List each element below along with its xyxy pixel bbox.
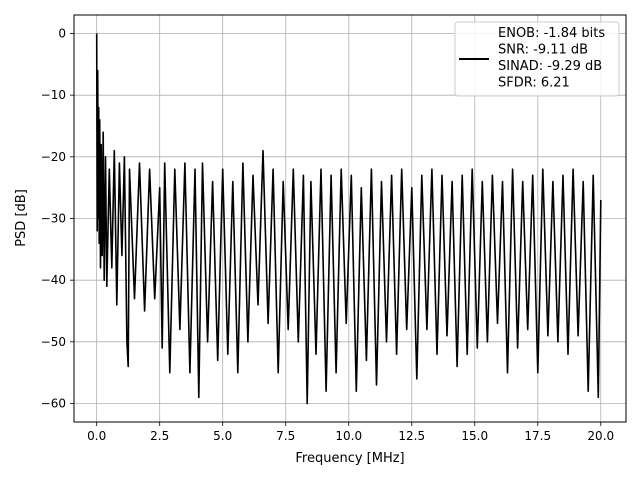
y-tick-label: −30 <box>41 212 66 226</box>
x-tick-label: 12.5 <box>398 429 425 443</box>
y-tick-label: −20 <box>41 150 66 164</box>
y-axis-label: PSD [dB] <box>14 189 29 247</box>
y-tick-label: −50 <box>41 335 66 349</box>
x-tick-label: 15.0 <box>461 429 488 443</box>
y-ticks: 0 −10 −20 −30 −40 −50 −60 <box>41 27 74 411</box>
x-tick-label: 0.0 <box>87 429 106 443</box>
legend-label-line: ENOB: -1.84 bits <box>498 26 605 41</box>
x-tick-label: 17.5 <box>524 429 551 443</box>
legend-label-line: SFDR: 6.21 <box>498 76 570 91</box>
x-ticks: 0.0 2.5 5.0 7.5 10.0 12.5 15.0 17.5 20.0 <box>87 422 614 443</box>
x-tick-label: 20.0 <box>587 429 614 443</box>
legend-box <box>454 21 620 97</box>
y-tick-label: −10 <box>41 88 66 102</box>
y-tick-label: 0 <box>58 27 66 41</box>
y-tick-label: −60 <box>41 397 66 411</box>
x-tick-label: 10.0 <box>335 429 362 443</box>
series-layer <box>95 33 602 405</box>
legend-label-line: SNR: -9.11 dB <box>498 43 588 58</box>
x-tick-label: 5.0 <box>213 429 232 443</box>
y-tick-label: −40 <box>41 273 66 287</box>
x-axis-label: Frequency [MHz] <box>295 451 404 466</box>
psd-series-line <box>95 33 602 405</box>
x-tick-label: 2.5 <box>150 429 169 443</box>
x-tick-label: 7.5 <box>276 429 295 443</box>
legend-label-line: SINAD: -9.29 dB <box>498 59 602 74</box>
